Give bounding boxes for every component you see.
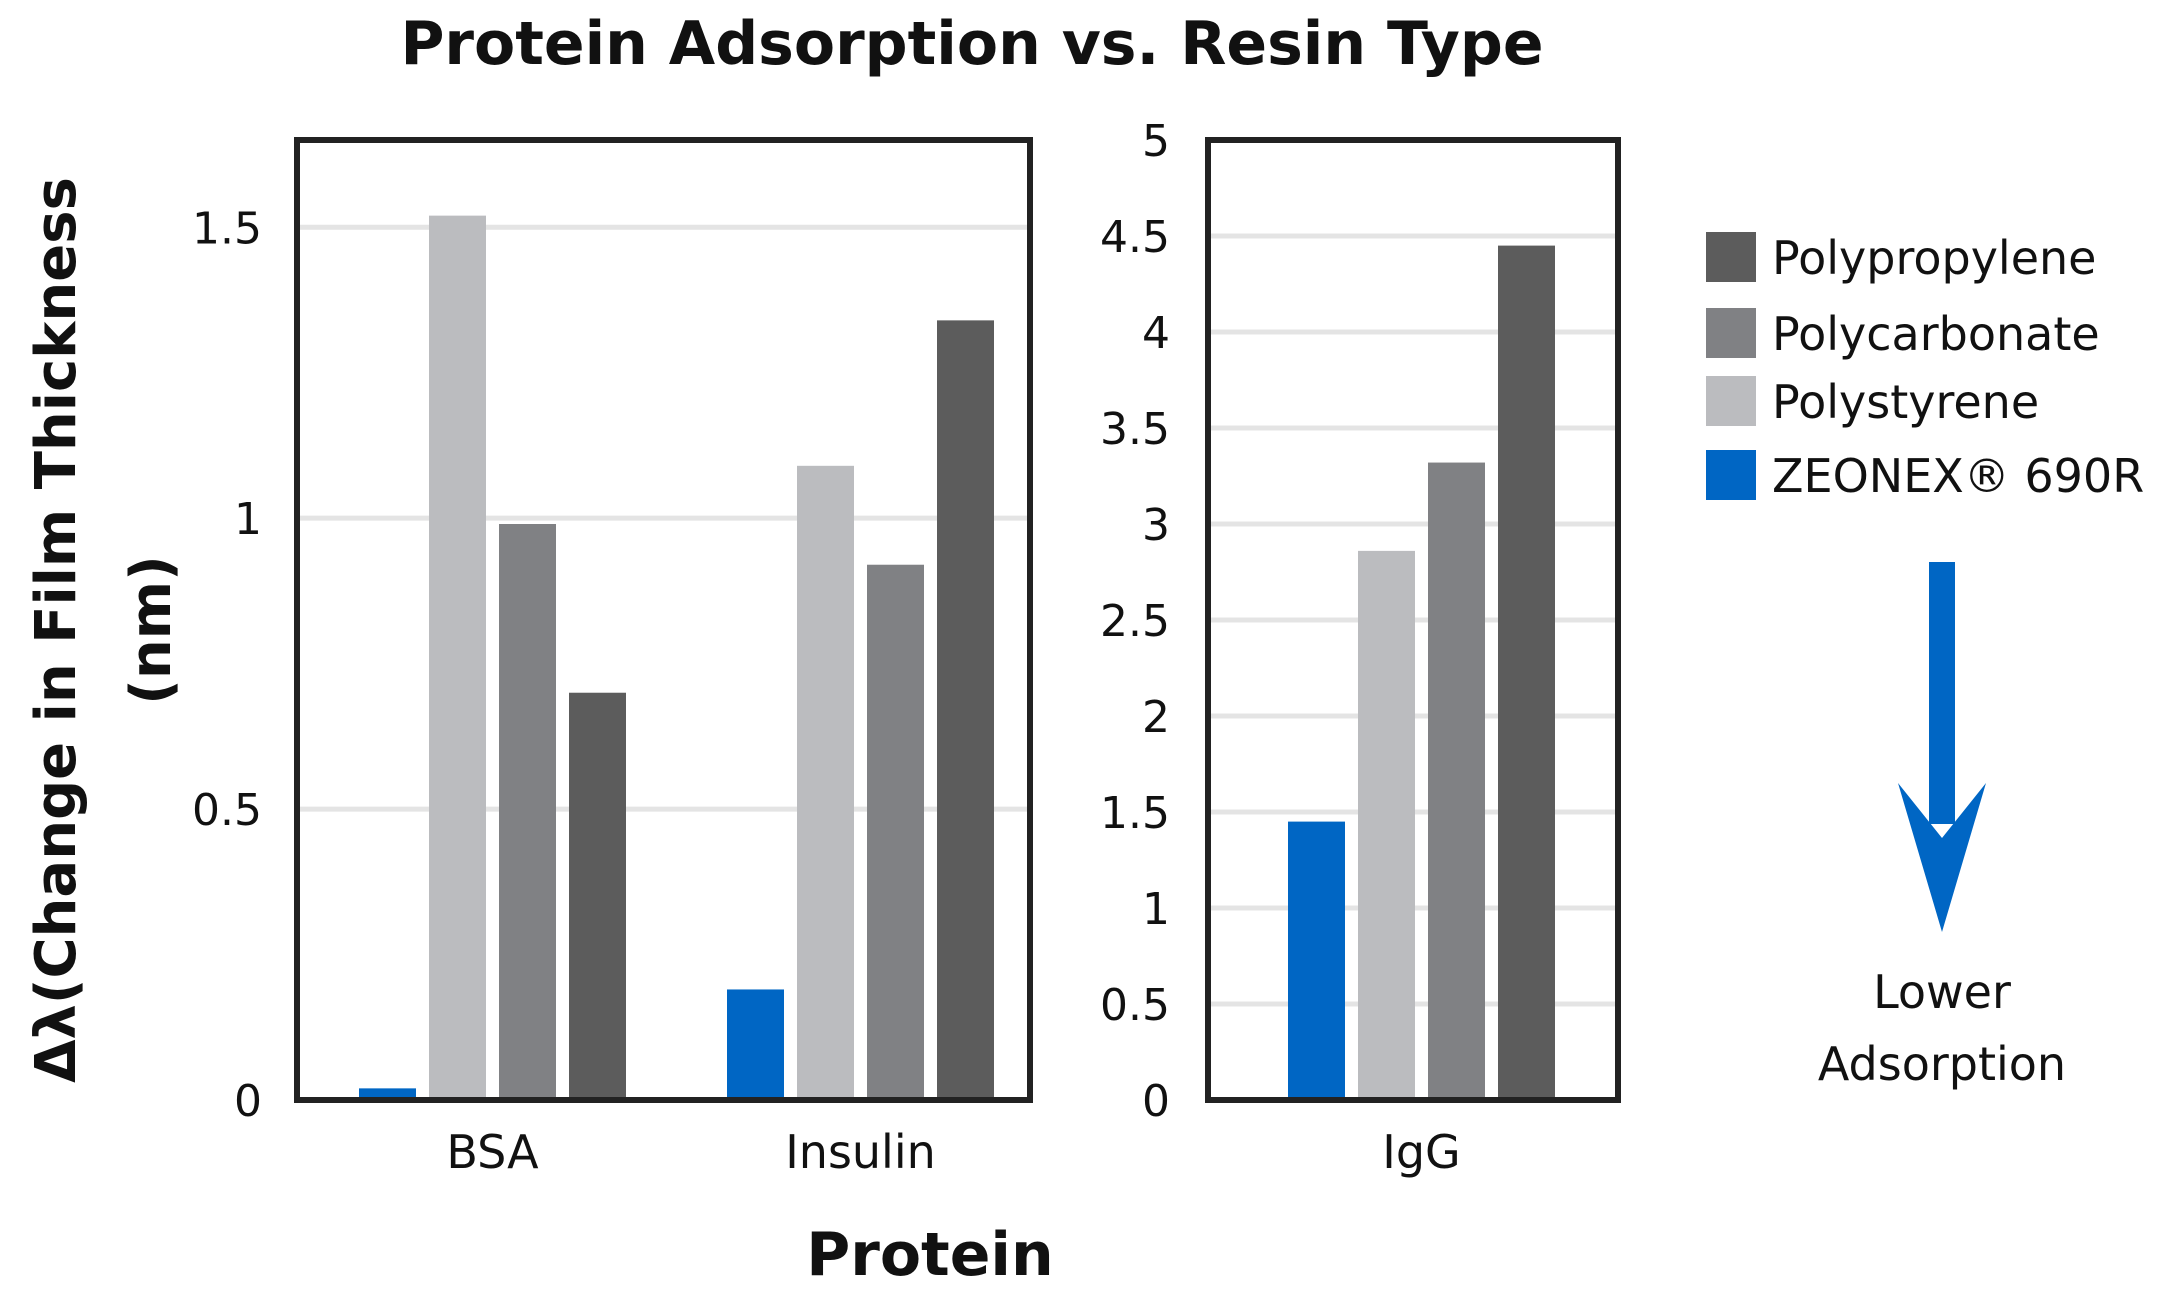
y-tick-label: 2 [1142,692,1170,743]
y-axis-label-line2: (nm) [119,555,184,704]
legend-swatch-zeonex-690r [1706,450,1756,500]
x-tick-label-bsa: BSA [446,1125,539,1179]
y-tick-label: 5 [1142,116,1170,167]
bar-bsa-polypropylene [569,692,626,1100]
bar-bsa-polystyrene [429,215,486,1101]
legend-swatch-polypropylene [1706,232,1756,282]
plot-frame [1205,137,1621,1103]
down-arrow-head [1898,783,1986,932]
legend: Polypropylene Polycarbonate Polystyrene ZEO… [1706,231,2144,503]
bar-igg-polypropylene [1498,245,1555,1101]
bar-igg-zeonex-690r [1288,821,1345,1100]
y-tick-label: 0 [234,1076,262,1127]
x-tick-label-igg: IgG [1382,1125,1460,1179]
bar-insulin-zeonex-690r [727,989,784,1100]
bar-igg-polycarbonate [1428,462,1485,1100]
bar-insulin-polystyrene [797,465,854,1100]
legend-label-polycarbonate: Polycarbonate [1772,307,2100,361]
y-tick-label: 4 [1142,308,1170,359]
annotation-line1: Lower [1873,965,2011,1019]
y-axis-label-line1: Δλ(Change in Film Thickness [24,177,89,1083]
legend-swatch-polystyrene [1706,376,1756,426]
panel-igg: 0 0.5 1 1.5 2 2.5 3 3.5 4 4.5 5 IgG [1100,116,1621,1179]
lower-adsorption-annotation: Lower Adsorption [1818,562,2066,1091]
y-tick-label: 0 [1142,1076,1170,1127]
legend-label-polystyrene: Polystyrene [1772,375,2039,429]
annotation-line2: Adsorption [1818,1037,2066,1091]
bar-bsa-zeonex-690r [359,1088,416,1100]
bar-igg-polystyrene [1358,550,1415,1100]
x-axis-label: Protein [806,1220,1053,1290]
y-tick-label: 1 [1142,884,1170,935]
bar-insulin-polycarbonate [867,564,924,1100]
legend-label-zeonex-690r: ZEONEX® 690R [1772,449,2144,503]
y-tick-label: 4.5 [1100,212,1170,263]
y-tick-label: 1.5 [192,203,262,254]
y-tick-label: 1.5 [1100,788,1170,839]
y-tick-label: 3.5 [1100,404,1170,455]
y-tick-label: 3 [1142,500,1170,551]
legend-swatch-polycarbonate [1706,308,1756,358]
y-tick-label: 2.5 [1100,596,1170,647]
bar-insulin-polypropylene [937,320,994,1100]
chart-title: Protein Adsorption vs. Resin Type [400,9,1543,79]
y-tick-label: 0.5 [1100,980,1170,1031]
y-tick-label: 1 [234,494,262,545]
x-tick-label-insulin: Insulin [785,1125,936,1179]
plot-frame [294,137,1033,1103]
legend-label-polypropylene: Polypropylene [1772,231,2096,285]
y-tick-label: 0.5 [192,785,262,836]
down-arrow-shaft [1929,562,1955,824]
bar-bsa-polycarbonate [499,524,556,1100]
panel-bsa-insulin: 0 0.5 1 1.5 BSA Insulin [192,137,1033,1179]
